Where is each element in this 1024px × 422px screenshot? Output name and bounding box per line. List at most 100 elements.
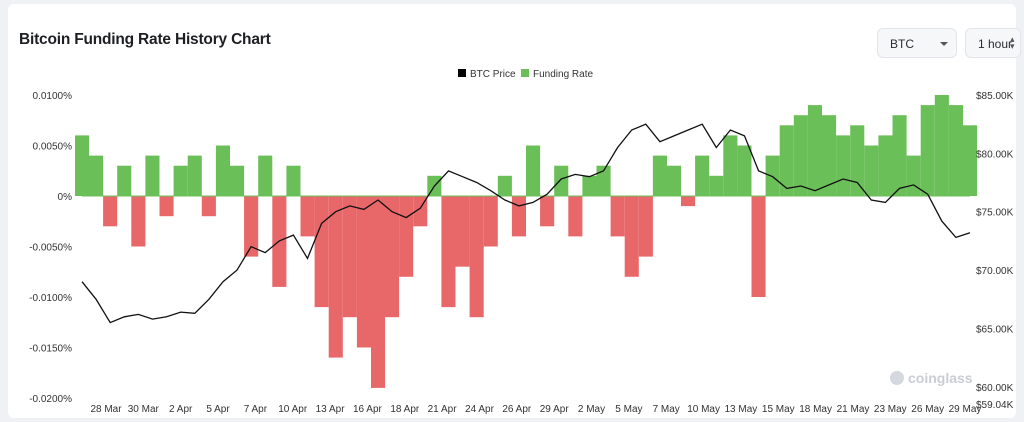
x-tick-label: 29 May [949, 404, 982, 415]
funding-rate-bar [906, 155, 921, 196]
funding-rate-bar [441, 196, 456, 308]
funding-rate-bar [103, 196, 118, 227]
x-tick-label: 29 Apr [540, 404, 570, 415]
funding-rate-bar [356, 196, 371, 348]
funding-rate-bar [399, 196, 414, 277]
x-tick-label: 18 May [799, 404, 832, 415]
x-tick-label: 13 May [725, 404, 758, 415]
funding-rate-bar [89, 155, 104, 196]
y-left-tick-label: -0.0100% [29, 293, 72, 304]
y-left-tick-label: 0.0100% [33, 91, 73, 102]
funding-rate-bar [751, 196, 766, 297]
legend-label-btc-price[interactable]: BTC Price [470, 69, 516, 80]
x-axis: 28 Mar 30 Mar 2 Apr 5 Apr 7 Apr 10 Apr 13 Apr 1… [90, 404, 981, 415]
symbol-select-value: BTC [890, 37, 914, 51]
funding-rate-bar [483, 196, 498, 247]
funding-rate-bar [695, 155, 710, 196]
funding-rate-bar [385, 196, 400, 318]
funding-rate-bar [568, 196, 583, 237]
funding-rate-bar [610, 196, 625, 237]
watermark-text: coinglass [908, 370, 973, 386]
watermark: coinglass [890, 370, 973, 386]
funding-rate-bar [864, 145, 879, 196]
funding-rate-bar [215, 145, 230, 196]
funding-rate-bar [934, 95, 949, 196]
funding-rate-bar [920, 105, 935, 196]
funding-rate-bar [822, 115, 837, 196]
funding-rate-bar [554, 165, 569, 196]
funding-rate-bar [765, 155, 780, 196]
funding-rate-bar [596, 165, 611, 196]
funding-rate-area [75, 95, 978, 388]
y-left-tick-label: 0% [58, 192, 73, 203]
y-left-tick-label: -0.0050% [29, 243, 72, 254]
x-tick-label: 23 May [874, 404, 907, 415]
symbol-select[interactable]: BTC [877, 28, 957, 58]
chevron-down-icon [940, 42, 948, 46]
y-right-tick-label: $70.00K [976, 266, 1014, 277]
funding-rate-bar [850, 125, 865, 196]
x-tick-label: 21 Apr [428, 404, 458, 415]
x-tick-label: 21 May [837, 404, 870, 415]
funding-rate-bar [963, 125, 978, 196]
x-tick-label: 26 Apr [502, 404, 532, 415]
funding-rate-bar [582, 175, 597, 196]
funding-rate-bar [173, 165, 188, 196]
funding-rate-bar [723, 135, 738, 196]
funding-rate-bar [131, 196, 146, 247]
x-tick-label: 7 May [653, 404, 680, 415]
funding-rate-bar [652, 155, 667, 196]
funding-rate-bar [540, 196, 555, 227]
funding-rate-bar [328, 196, 343, 358]
x-tick-label: 28 Mar [90, 404, 122, 415]
y-left-tick-label: 0.0050% [33, 142, 73, 153]
funding-rate-bar [681, 196, 696, 207]
y-left-tick-label: -0.0200% [29, 394, 72, 405]
x-tick-label: 26 May [911, 404, 944, 415]
y-right-tick-label: $85.00K [976, 91, 1014, 102]
funding-rate-bar [230, 165, 245, 196]
chart-legend: BTC Price Funding Rate [458, 69, 593, 80]
x-tick-label: 15 May [762, 404, 795, 415]
x-tick-label: 7 Apr [244, 404, 268, 415]
funding-rate-bar [371, 196, 386, 388]
x-tick-label: 13 Apr [316, 404, 346, 415]
page-title: Bitcoin Funding Rate History Chart [19, 31, 271, 48]
legend-swatch-funding-rate [521, 69, 529, 77]
legend-label-funding-rate[interactable]: Funding Rate [533, 69, 593, 80]
x-tick-label: 16 Apr [353, 404, 383, 415]
btc-price-line [81, 123, 971, 324]
y-right-tick-label: $65.00K [976, 324, 1014, 335]
funding-rate-bar [526, 145, 541, 196]
funding-rate-bar [75, 135, 90, 196]
funding-rate-bar [342, 196, 357, 318]
funding-rate-bar [892, 115, 907, 196]
y-left-tick-label: -0.0150% [29, 344, 72, 355]
y-right-tick-label: $59.04K [976, 400, 1014, 411]
funding-rate-bar [793, 115, 808, 196]
funding-rate-bar [455, 196, 470, 267]
x-tick-label: 10 May [687, 404, 720, 415]
funding-rate-bar [497, 175, 512, 196]
interval-select-value: 1 hour [978, 37, 1013, 51]
funding-rate-bar [779, 125, 794, 196]
funding-rate-bar [117, 165, 132, 196]
funding-rate-bar [878, 135, 893, 196]
funding-rate-bar [244, 196, 259, 257]
x-tick-label: 5 Apr [206, 404, 230, 415]
legend-swatch-btc-price [458, 69, 466, 77]
funding-rate-bar [836, 135, 851, 196]
interval-select[interactable]: 1 hour ▴ ▾ [965, 28, 1021, 58]
y-right-tick-label: $75.00K [976, 208, 1014, 219]
funding-rate-bar [286, 165, 301, 196]
x-tick-label: 2 Apr [169, 404, 193, 415]
funding-rate-bar [145, 155, 160, 196]
x-tick-label: 24 Apr [465, 404, 495, 415]
funding-rate-bar [807, 105, 822, 196]
funding-rate-bar [511, 196, 526, 237]
funding-rate-bar [469, 196, 484, 318]
x-tick-label: 30 Mar [128, 404, 160, 415]
funding-rate-bar [159, 196, 174, 217]
x-tick-label: 2 May [578, 404, 605, 415]
